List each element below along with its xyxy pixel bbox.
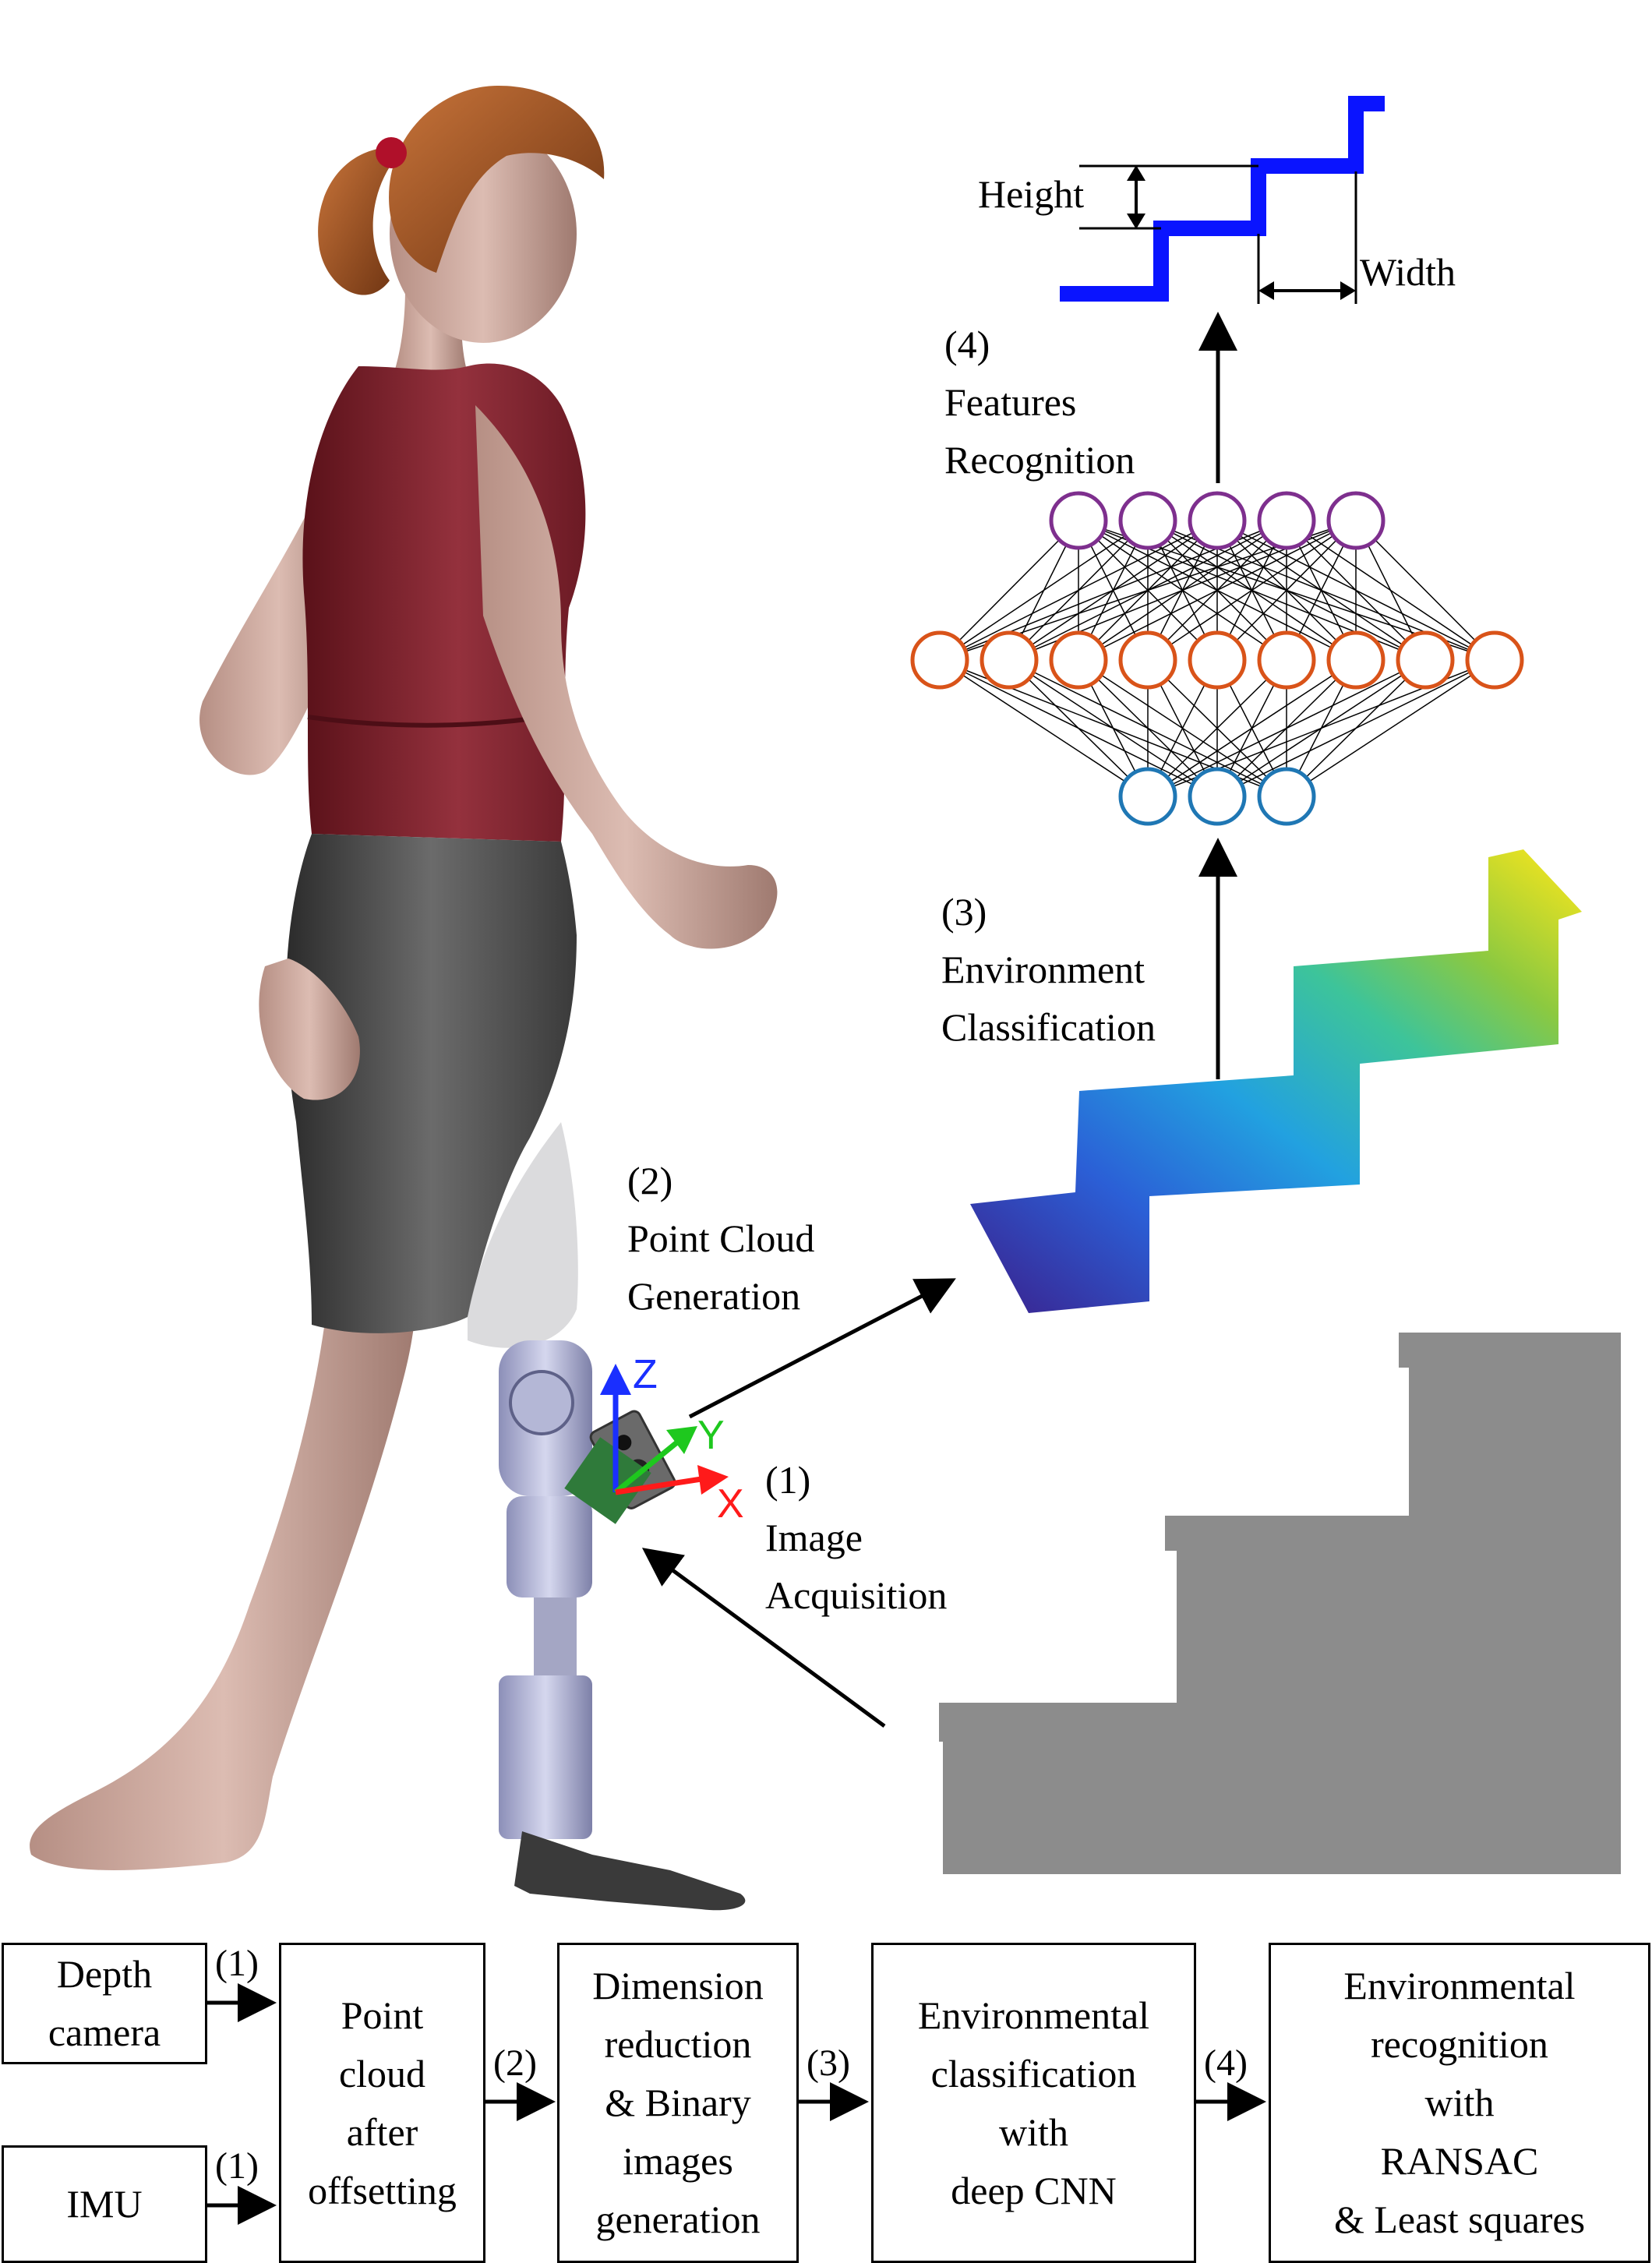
y-axis-arrowhead [666, 1426, 697, 1454]
network-connection [1078, 520, 1357, 661]
network-node-hidden-3 [1049, 630, 1108, 690]
flow-label-imu: (1) [215, 2145, 259, 2187]
network-connection [1078, 659, 1287, 797]
x-axis-label: X [717, 1481, 744, 1527]
network-node-output-2 [1118, 491, 1177, 550]
flow-label-4: (4) [1204, 2042, 1248, 2084]
prosthetic-socket [468, 1122, 578, 1348]
z-axis-label: Z [633, 1352, 658, 1397]
prosthetic-leg [499, 1340, 746, 1911]
network-connection [1078, 520, 1218, 661]
network-node-hidden-7 [1326, 630, 1385, 690]
network-connection [939, 659, 1149, 797]
network-node-hidden-8 [1396, 630, 1455, 690]
arrow-point-cloud-generation [688, 1278, 956, 1419]
network-connection [1286, 659, 1495, 797]
network-node-output-4 [1257, 491, 1316, 550]
prosthetic-foot [514, 1831, 746, 1911]
height-arrowhead-bottom [1127, 214, 1145, 229]
flow-label-camera: (1) [215, 1943, 259, 1984]
network-connection [1078, 520, 1287, 661]
point-cloud-stairs [970, 849, 1582, 1313]
x-axis-line [615, 1476, 702, 1495]
process-arrows [641, 312, 1237, 1728]
network-connection [1216, 520, 1495, 661]
prosthetic-shank [507, 1496, 592, 1598]
arrow-image-acquisition [641, 1548, 886, 1728]
step4-label: (4) Features Recognition [944, 323, 1135, 482]
network-connection [1286, 659, 1426, 797]
network-node-input-2 [1188, 767, 1247, 826]
width-arrowhead-left [1258, 281, 1274, 300]
front-arm [475, 405, 778, 949]
network-node-output-3 [1188, 491, 1247, 550]
hair-tie [376, 137, 407, 168]
network-connection [1355, 520, 1495, 661]
point-cloud [970, 849, 1582, 1313]
network-node-hidden-5 [1188, 630, 1247, 690]
flowchart-arrows [207, 1983, 1266, 2225]
network-connection [939, 520, 1079, 661]
y-axis-line [613, 1439, 680, 1495]
network-node-input-1 [1118, 767, 1177, 826]
box-depth-camera: Depth camera [2, 1943, 207, 2064]
width-arrowhead-right [1340, 281, 1356, 300]
prosthetic-pylon [534, 1598, 577, 1683]
knee-joint [509, 1370, 574, 1435]
step1-label: (1) Image Acquisition [765, 1458, 948, 1617]
shorts [285, 834, 577, 1333]
network-node-hidden-9 [1465, 630, 1524, 690]
network-node-hidden-4 [1118, 630, 1177, 690]
rear-leg [30, 1216, 418, 1870]
stair-profile [1060, 96, 1385, 304]
network-node-output-5 [1326, 491, 1385, 550]
height-label: Height [978, 172, 1085, 216]
network-node-input-3 [1257, 767, 1316, 826]
network-node-output-1 [1049, 491, 1108, 550]
width-label: Width [1360, 250, 1456, 294]
step2-label: (2) Point Cloud Generation [627, 1159, 815, 1318]
flow-label-3: (3) [807, 2042, 850, 2084]
z-axis-arrowhead [600, 1364, 631, 1395]
stair-profile-line [1060, 96, 1385, 302]
box-environmental-recognition: Environmental recognition with RANSAC & … [1269, 1943, 1650, 2263]
imu-board [564, 1437, 651, 1524]
x-axis-arrowhead [697, 1465, 729, 1495]
network-node-hidden-1 [910, 630, 969, 690]
ponytail [318, 148, 397, 295]
box-imu: IMU [2, 2145, 207, 2263]
height-arrowhead-top [1127, 165, 1145, 181]
rear-hand [259, 959, 360, 1100]
box-point-cloud: Point cloud after offsetting [279, 1943, 485, 2263]
network-connection [1008, 659, 1287, 797]
flow-label-2: (2) [493, 2042, 537, 2084]
network-connection [1286, 520, 1495, 661]
step3-label: (3) Environment Classification [941, 890, 1156, 1049]
box-dimension-reduction: Dimension reduction & Binary images gene… [557, 1943, 799, 2263]
binary-stair-image [923, 1333, 1621, 1874]
network-node-hidden-2 [980, 630, 1039, 690]
network-connection [1147, 659, 1287, 797]
box-environmental-classification: Environmental classification with deep C… [871, 1943, 1196, 2263]
network-connection [939, 659, 1218, 797]
coordinate-axes [600, 1364, 729, 1495]
network-node-hidden-6 [1257, 630, 1316, 690]
human-figure [30, 86, 778, 1870]
neural-network [910, 491, 1524, 826]
prosthetic-ankle [499, 1675, 592, 1839]
hair [389, 86, 605, 273]
y-axis-label: Y [697, 1413, 725, 1458]
